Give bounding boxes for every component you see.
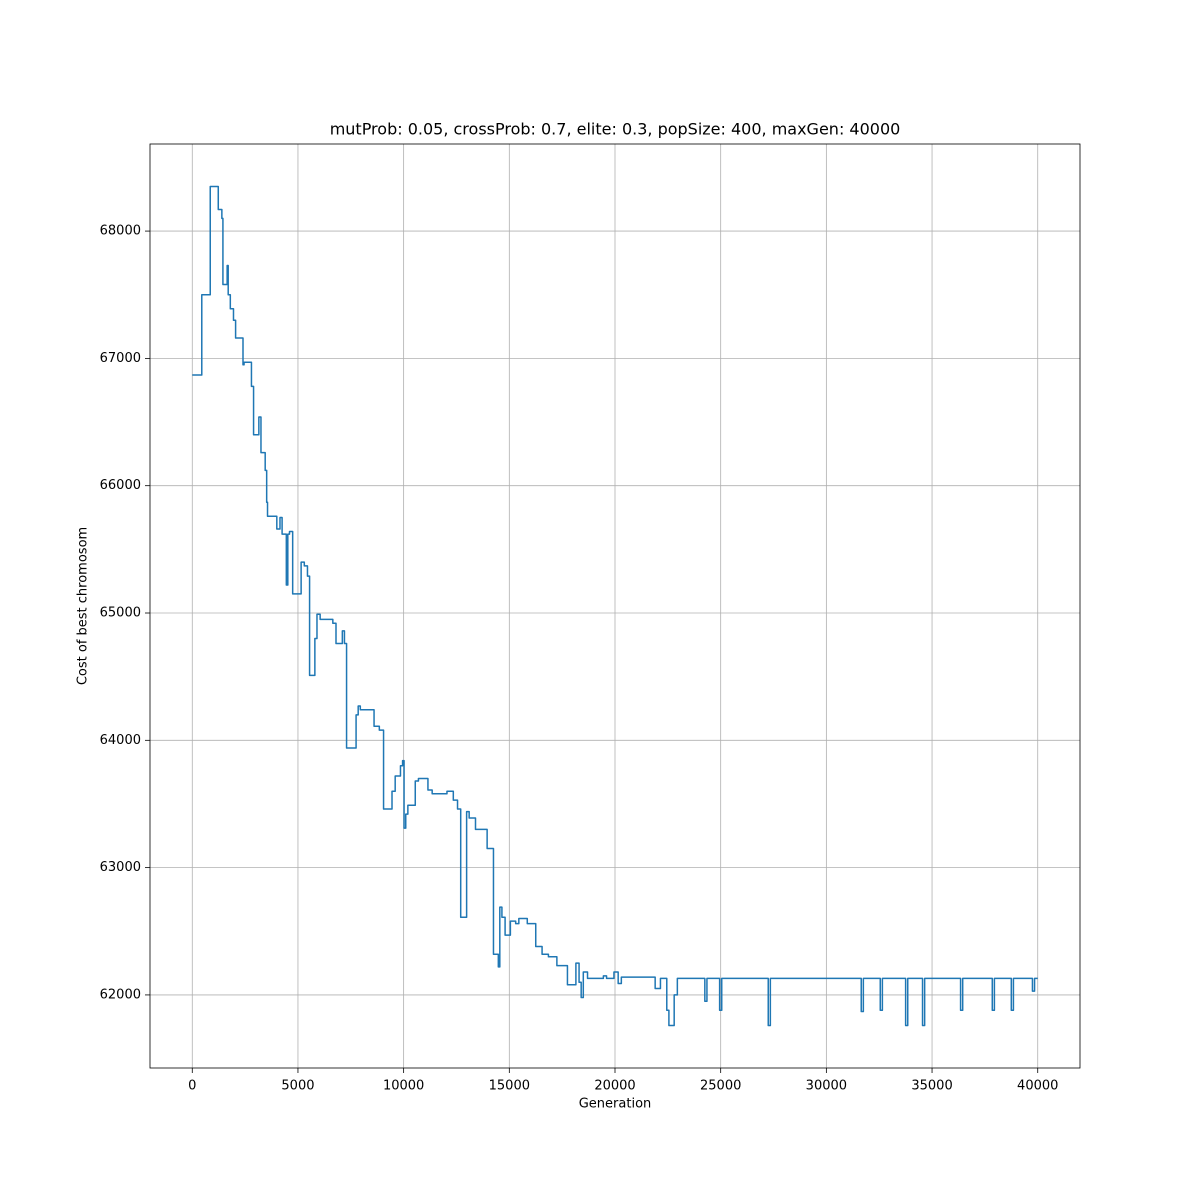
x-tick-label: 40000 — [1017, 1079, 1058, 1094]
y-tick-label: 65000 — [100, 606, 141, 621]
y-tick-label: 66000 — [100, 478, 141, 493]
chart-title: mutProb: 0.05, crossProb: 0.7, elite: 0.… — [330, 120, 901, 139]
x-tick-label: 0 — [188, 1079, 196, 1094]
x-tick-label: 20000 — [594, 1079, 635, 1094]
x-tick-label: 25000 — [700, 1079, 741, 1094]
x-tick-label: 35000 — [911, 1079, 952, 1094]
x-tick-label: 5000 — [281, 1079, 314, 1094]
x-axis-label: Generation — [579, 1097, 652, 1112]
y-axis-label: Cost of best chromosom — [76, 527, 91, 685]
y-tick-label: 68000 — [100, 224, 141, 239]
data-line — [192, 185, 1038, 1027]
x-tick-label: 30000 — [806, 1079, 847, 1094]
y-tick-label: 62000 — [100, 987, 141, 1002]
x-tick-label: 15000 — [489, 1079, 530, 1094]
y-tick-label: 64000 — [100, 733, 141, 748]
x-tick-label: 10000 — [383, 1079, 424, 1094]
plot-frame — [149, 143, 1081, 1069]
y-tick-label: 67000 — [100, 351, 141, 366]
y-tick-label: 63000 — [100, 860, 141, 875]
